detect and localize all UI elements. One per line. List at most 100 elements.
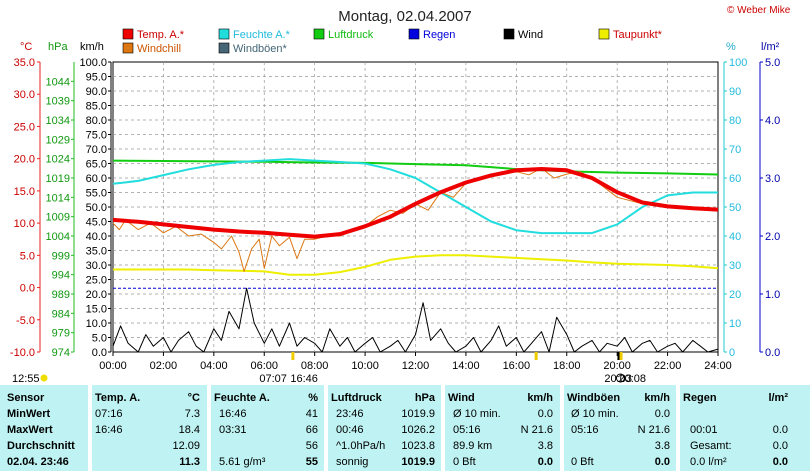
- legend-swatch: [598, 28, 610, 40]
- cell-hum-value: 41: [305, 408, 318, 420]
- cell-hum-value: 66: [305, 424, 318, 436]
- temp-tick-label: -5.0: [16, 315, 35, 327]
- cell-temp-value: 11.3: [179, 456, 200, 468]
- legend-label: Wind: [518, 29, 543, 41]
- cell-gust-info: 05:16: [571, 424, 599, 436]
- wind-tick-label: 90.0: [86, 86, 107, 98]
- row-label: MaxWert: [7, 424, 53, 436]
- cell-press-value: 1019.9: [401, 456, 435, 468]
- hum-tick-label: 30: [729, 260, 741, 272]
- press-tick-label: 999: [52, 250, 70, 262]
- press-tick-label: 1014: [46, 192, 70, 204]
- series-taupunkt-line: [113, 254, 719, 276]
- time-tick-label: 14:00: [452, 360, 480, 372]
- header-sensor: Sensor: [7, 392, 45, 404]
- hum-unit-label: %: [726, 41, 736, 53]
- temp-tick-label: 20.0: [14, 154, 35, 166]
- sunset-label: 20:08: [619, 373, 647, 385]
- rain-tick-label: 5.0: [765, 57, 780, 69]
- header-rain-unit: l/m²: [768, 392, 788, 404]
- header-temp-unit: °C: [187, 392, 200, 404]
- row-label: MinWert: [7, 408, 51, 420]
- cell-wind-value: 0.0: [537, 408, 553, 420]
- sun-icon: [40, 374, 48, 382]
- header-press: Luftdruck: [331, 392, 382, 404]
- cell-gust-value: 0.0: [654, 456, 670, 468]
- wind-tick-label: 0.0: [92, 347, 107, 359]
- header-rain: Regen: [683, 392, 717, 404]
- legend-item: Taupunkt*: [598, 28, 663, 41]
- cell-hum-info: 5.61 g/m³: [219, 456, 266, 468]
- cell-press-info: ^1.0hPa/h: [336, 440, 386, 452]
- wind-tick-label: 100.0: [79, 57, 107, 69]
- row-label: Durchschnitt: [7, 440, 75, 452]
- noon-marker: [534, 352, 538, 360]
- cell-wind-info: 89.9 km: [453, 440, 493, 452]
- wind-unit-label: km/h: [80, 41, 104, 53]
- cell-press-value: 1023.8: [401, 440, 435, 452]
- legend-label: Windböen*: [233, 43, 288, 55]
- time-tick-label: 22:00: [654, 360, 682, 372]
- temp-tick-label: 30.0: [14, 89, 35, 101]
- left-axes: 35.0 30.0 25.0 20.0 15.0 10.0 5.0 0.0 -5.0 -10.0 1…: [10, 57, 112, 359]
- cell-temp-value: 12.09: [172, 440, 200, 452]
- hum-tick-label: 10: [729, 318, 741, 330]
- legend-item: Wind: [503, 28, 543, 41]
- wind-tick-label: 35.0: [86, 246, 107, 258]
- temp-tick-label: 5.0: [20, 250, 35, 262]
- cell-wind-value: N 21.6: [520, 424, 553, 436]
- cell-hum-value: 55: [305, 456, 318, 468]
- cell-wind-value: 3.8: [537, 440, 553, 452]
- press-tick-label: 1029: [46, 134, 70, 146]
- header-wind-unit: km/h: [527, 392, 553, 404]
- hum-tick-label: 90: [729, 86, 741, 98]
- cell-temp-value: 7.3: [184, 408, 200, 420]
- noon-label: 16:46: [290, 373, 318, 385]
- legend-swatch: [218, 28, 230, 40]
- legend-label: Windchill: [137, 43, 181, 55]
- hum-tick-label: 100: [729, 57, 747, 69]
- temp-tick-label: 10.0: [14, 218, 35, 230]
- legend-label: Luftdruck: [328, 29, 374, 41]
- sunset-marker: [619, 352, 623, 360]
- wind-tick-label: 75.0: [86, 130, 107, 142]
- rain-tick-label: 2.0: [765, 231, 780, 243]
- temp-tick-label: -10.0: [10, 347, 35, 359]
- stats-table: Sensor Temp. A. °C Feuchte A.% Luftdruck hPa W…: [0, 385, 810, 471]
- press-tick-label: 1024: [46, 154, 70, 166]
- press-tick-label: 1004: [46, 231, 70, 243]
- time-tick-label: 18:00: [553, 360, 581, 372]
- cell-rain-value: 0.0: [772, 456, 788, 468]
- rain-tick-label: 4.0: [765, 115, 780, 127]
- hum-tick-label: 50: [729, 202, 741, 214]
- series-layer: [112, 158, 719, 353]
- press-tick-label: 994: [52, 270, 70, 282]
- header-hum-unit: %: [308, 392, 318, 404]
- series-wind-line: [112, 287, 719, 353]
- hum-tick-label: 40: [729, 231, 741, 243]
- header-gust: Windböen: [567, 392, 621, 404]
- wind-tick-label: 70.0: [86, 144, 107, 156]
- temp-tick-label: 0.0: [20, 283, 35, 295]
- legend-swatch: [218, 42, 230, 54]
- legend-swatch: [122, 42, 134, 54]
- header-gust-unit: km/h: [644, 392, 670, 404]
- legend-swatch: [122, 28, 134, 40]
- temp-tick-label: 35.0: [14, 57, 35, 69]
- legend-item: Regen: [408, 28, 455, 41]
- cell-press-value: 1026.2: [401, 424, 435, 436]
- cell-hum-info: 03:31: [219, 424, 247, 436]
- legend-item: Windböen*: [218, 42, 288, 55]
- cell-gust-value: 0.0: [654, 408, 670, 420]
- cell-press-info: 23:46: [336, 408, 364, 420]
- wind-tick-label: 20.0: [86, 289, 107, 301]
- time-tick-label: 20:00: [603, 360, 631, 372]
- column-separator: [207, 385, 211, 471]
- time-tick-label: 04:00: [200, 360, 228, 372]
- wind-tick-label: 65.0: [86, 159, 107, 171]
- column-separator: [441, 385, 445, 471]
- hum-tick-label: 0: [729, 347, 735, 359]
- header-temp: Temp. A.: [95, 392, 141, 404]
- press-unit-label: hPa: [48, 41, 68, 53]
- column-separator: [676, 385, 680, 471]
